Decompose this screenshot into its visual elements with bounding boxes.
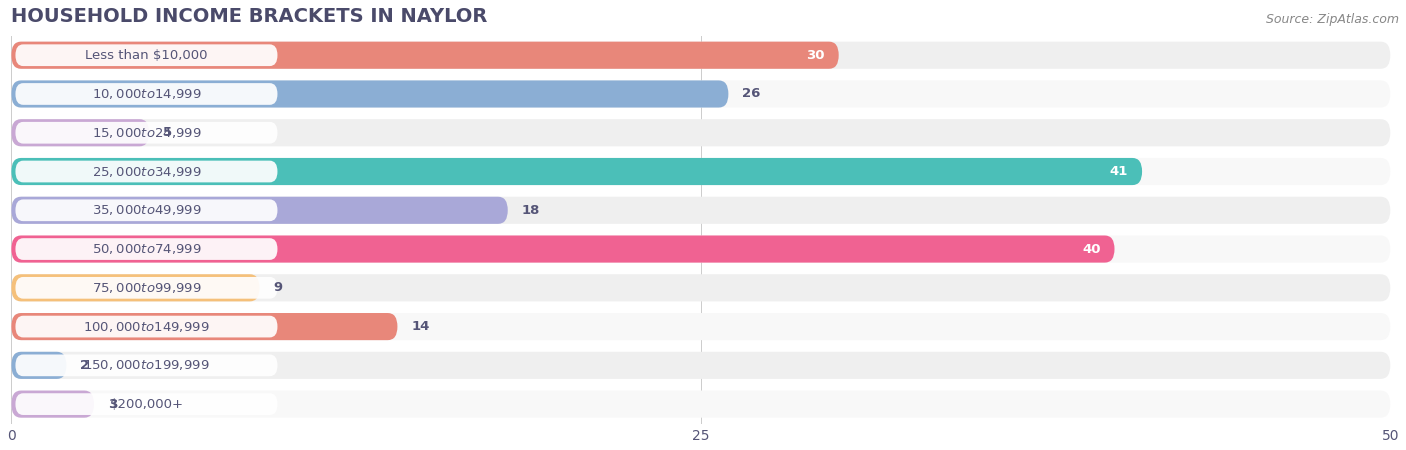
FancyBboxPatch shape (11, 119, 149, 146)
Text: $75,000 to $99,999: $75,000 to $99,999 (91, 281, 201, 295)
FancyBboxPatch shape (15, 83, 277, 105)
Text: $150,000 to $199,999: $150,000 to $199,999 (83, 358, 209, 372)
Text: 9: 9 (273, 281, 283, 294)
Text: 18: 18 (522, 204, 540, 217)
FancyBboxPatch shape (11, 158, 1142, 185)
Text: 40: 40 (1083, 243, 1101, 256)
FancyBboxPatch shape (15, 122, 277, 144)
Text: $100,000 to $149,999: $100,000 to $149,999 (83, 320, 209, 333)
Text: 3: 3 (108, 398, 117, 410)
FancyBboxPatch shape (11, 119, 1391, 146)
FancyBboxPatch shape (15, 393, 277, 415)
FancyBboxPatch shape (11, 235, 1115, 263)
FancyBboxPatch shape (15, 199, 277, 221)
FancyBboxPatch shape (15, 45, 277, 66)
Text: Less than $10,000: Less than $10,000 (86, 49, 208, 62)
Text: 14: 14 (411, 320, 430, 333)
Text: HOUSEHOLD INCOME BRACKETS IN NAYLOR: HOUSEHOLD INCOME BRACKETS IN NAYLOR (11, 7, 488, 26)
Text: 41: 41 (1109, 165, 1128, 178)
Text: $200,000+: $200,000+ (110, 398, 183, 410)
FancyBboxPatch shape (11, 81, 728, 108)
FancyBboxPatch shape (11, 391, 94, 418)
FancyBboxPatch shape (15, 238, 277, 260)
FancyBboxPatch shape (11, 81, 1391, 108)
FancyBboxPatch shape (15, 277, 277, 299)
FancyBboxPatch shape (11, 274, 1391, 302)
Text: 30: 30 (807, 49, 825, 62)
FancyBboxPatch shape (11, 158, 1391, 185)
FancyBboxPatch shape (11, 42, 839, 69)
FancyBboxPatch shape (15, 355, 277, 376)
FancyBboxPatch shape (11, 313, 398, 340)
Text: 2: 2 (80, 359, 90, 372)
FancyBboxPatch shape (11, 197, 1391, 224)
Text: 5: 5 (163, 126, 172, 139)
Text: 26: 26 (742, 87, 761, 100)
FancyBboxPatch shape (11, 42, 1391, 69)
Text: Source: ZipAtlas.com: Source: ZipAtlas.com (1265, 14, 1399, 27)
Text: $10,000 to $14,999: $10,000 to $14,999 (91, 87, 201, 101)
Text: $25,000 to $34,999: $25,000 to $34,999 (91, 165, 201, 179)
FancyBboxPatch shape (11, 235, 1391, 263)
FancyBboxPatch shape (11, 197, 508, 224)
Text: $15,000 to $24,999: $15,000 to $24,999 (91, 126, 201, 140)
FancyBboxPatch shape (11, 313, 1391, 340)
FancyBboxPatch shape (11, 352, 66, 379)
FancyBboxPatch shape (11, 352, 1391, 379)
FancyBboxPatch shape (15, 161, 277, 182)
FancyBboxPatch shape (11, 274, 260, 302)
Text: $35,000 to $49,999: $35,000 to $49,999 (91, 203, 201, 217)
FancyBboxPatch shape (11, 391, 1391, 418)
FancyBboxPatch shape (15, 316, 277, 338)
Text: $50,000 to $74,999: $50,000 to $74,999 (91, 242, 201, 256)
